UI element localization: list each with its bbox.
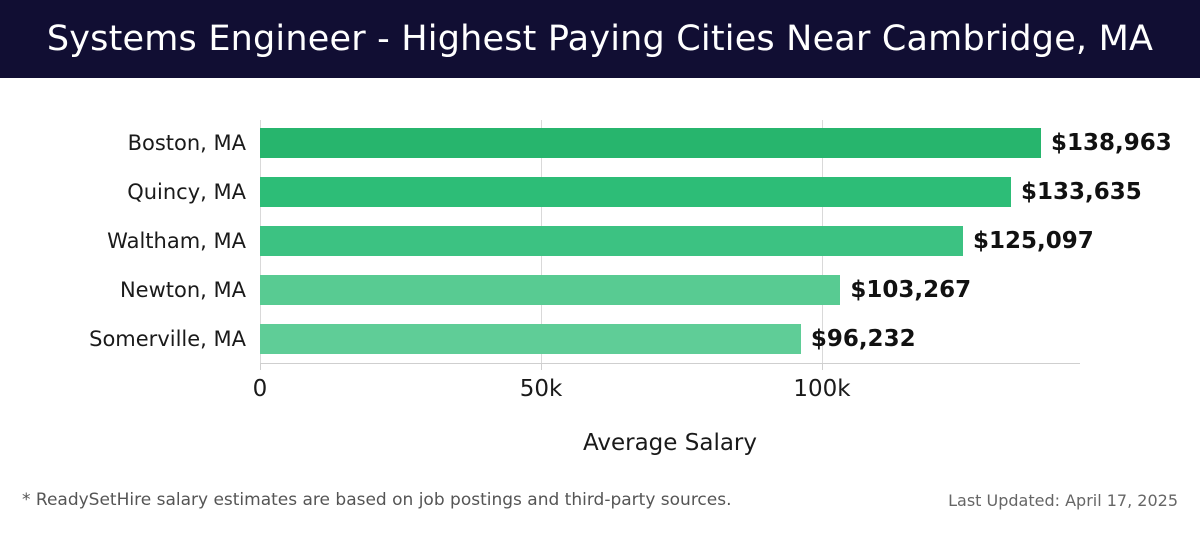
bar-category-label: Newton, MA: [119, 278, 246, 302]
bar-value-label: $138,963: [1050, 130, 1172, 156]
bar-row: Waltham, MA $125,097: [0, 226, 1200, 256]
bar[interactable]: [260, 226, 964, 256]
tickmark-50k: [541, 363, 542, 370]
bar-row: Quincy, MA $133,635: [0, 177, 1200, 207]
bar-category-label: Quincy, MA: [127, 180, 246, 204]
bar-value-label: $103,267: [850, 277, 972, 303]
bar-value-label: $133,635: [1021, 179, 1142, 205]
bar[interactable]: [260, 275, 841, 305]
chart-header: Systems Engineer - Highest Paying Cities…: [0, 0, 1200, 78]
bar-row: Newton, MA $103,267: [0, 275, 1200, 305]
bar[interactable]: [260, 128, 1041, 158]
bar-row: Boston, MA $138,963: [0, 128, 1200, 158]
bar-row: Somerville, MA $96,232: [0, 324, 1200, 354]
bar[interactable]: [260, 177, 1012, 207]
x-tick-label: 0: [252, 376, 268, 402]
footnote-text: * ReadySetHire salary estimates are base…: [22, 490, 732, 510]
page-title: Systems Engineer - Highest Paying Cities…: [46, 19, 1154, 59]
bar[interactable]: [260, 324, 801, 354]
bar-value-label: $96,232: [810, 326, 916, 352]
bar-category-label: Waltham, MA: [107, 229, 246, 253]
tickmark-0: [260, 363, 261, 370]
last-updated-text: Last Updated: April 17, 2025: [948, 491, 1178, 510]
x-tick-label: 100k: [793, 376, 851, 402]
x-tick-label: 50k: [519, 376, 563, 402]
x-axis-line: [260, 363, 1080, 364]
chart-canvas: Boston, MA $138,963 Quincy, MA $133,635 Walt…: [0, 78, 1200, 478]
bar-category-label: Boston, MA: [127, 131, 246, 155]
chart-footer: * ReadySetHire salary estimates are base…: [0, 490, 1200, 540]
bar-value-label: $125,097: [973, 228, 1094, 254]
x-axis-title: Average Salary: [582, 430, 757, 456]
bar-category-label: Somerville, MA: [89, 327, 246, 351]
tickmark-100k: [822, 363, 823, 370]
